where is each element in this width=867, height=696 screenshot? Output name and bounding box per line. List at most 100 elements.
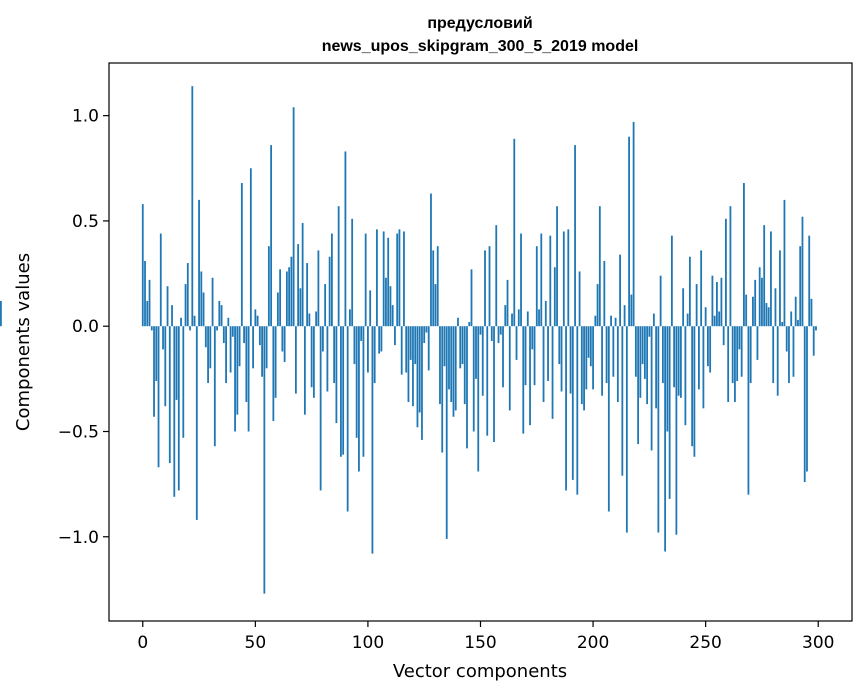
bar <box>619 254 621 327</box>
bar <box>432 250 435 327</box>
bar <box>204 326 207 348</box>
bar <box>481 326 484 396</box>
bar <box>691 326 694 447</box>
bar <box>299 288 302 327</box>
bar <box>141 204 144 327</box>
bar <box>551 326 554 419</box>
bar <box>763 225 766 327</box>
bar <box>294 326 297 394</box>
bar <box>598 206 601 327</box>
bar <box>648 326 651 337</box>
bar <box>290 256 293 327</box>
bar <box>466 326 468 449</box>
bar <box>281 326 284 352</box>
bar <box>434 284 437 327</box>
bar <box>387 237 390 327</box>
bar <box>594 315 597 327</box>
x-tick-label: 200 <box>577 633 609 653</box>
bar <box>574 145 576 327</box>
bar <box>470 269 473 327</box>
bar <box>686 313 689 327</box>
bar <box>144 260 146 327</box>
bar <box>249 168 252 327</box>
bar <box>254 309 257 327</box>
bar <box>533 326 536 386</box>
bar <box>439 326 441 405</box>
bar <box>189 326 191 331</box>
bar <box>479 326 482 335</box>
bar <box>175 326 178 400</box>
bar <box>803 326 806 483</box>
bar <box>486 326 489 436</box>
bar <box>177 326 180 491</box>
bar <box>173 326 176 497</box>
bar <box>664 326 667 552</box>
bar <box>184 284 187 327</box>
bars-group <box>0 86 817 594</box>
bar <box>252 326 254 369</box>
bar <box>634 326 637 377</box>
bar <box>639 326 642 398</box>
bar <box>236 326 239 415</box>
bar <box>538 309 540 327</box>
bar <box>463 326 466 405</box>
bar <box>195 326 198 520</box>
bar <box>240 183 243 327</box>
bar <box>256 315 259 327</box>
bar <box>511 313 513 327</box>
y-axis-label: Components values <box>13 253 34 431</box>
bar <box>328 256 331 327</box>
x-tick-label: 0 <box>137 633 148 653</box>
bar <box>722 326 725 346</box>
bar <box>448 326 450 390</box>
bar <box>508 326 511 411</box>
bar <box>772 326 775 384</box>
bar <box>553 267 556 327</box>
bar <box>389 286 392 327</box>
bar <box>808 235 811 327</box>
bar <box>155 326 158 381</box>
bar <box>457 317 459 327</box>
bar <box>725 218 727 327</box>
bar <box>596 284 599 327</box>
bar <box>641 326 644 365</box>
bar <box>454 326 457 411</box>
bar <box>729 206 732 327</box>
bar <box>186 263 189 327</box>
bar <box>427 326 430 371</box>
bar <box>430 193 432 327</box>
bar <box>353 326 356 365</box>
bar <box>794 296 797 327</box>
bar <box>344 151 347 327</box>
bar <box>216 326 218 331</box>
bar <box>315 311 318 327</box>
bar <box>711 275 714 327</box>
bar <box>668 326 671 499</box>
bar <box>157 326 160 468</box>
bar <box>652 313 655 327</box>
bar <box>331 233 333 327</box>
bar <box>168 326 171 464</box>
bar <box>229 326 232 373</box>
bar <box>788 326 790 384</box>
bar <box>376 229 378 327</box>
bar <box>285 271 288 327</box>
bar <box>695 284 698 327</box>
bar <box>628 136 630 327</box>
bar <box>301 223 304 327</box>
bar <box>716 281 718 327</box>
bar <box>245 326 248 403</box>
bar <box>227 317 230 327</box>
bar <box>270 145 273 327</box>
bar <box>684 326 687 426</box>
bar <box>504 305 507 327</box>
bar <box>578 271 581 327</box>
bar <box>166 286 169 327</box>
bar <box>380 326 383 352</box>
bar <box>198 199 200 327</box>
bar <box>580 326 583 405</box>
bar <box>587 326 590 358</box>
bar <box>549 235 552 327</box>
bar <box>153 326 155 417</box>
bar <box>745 294 748 327</box>
